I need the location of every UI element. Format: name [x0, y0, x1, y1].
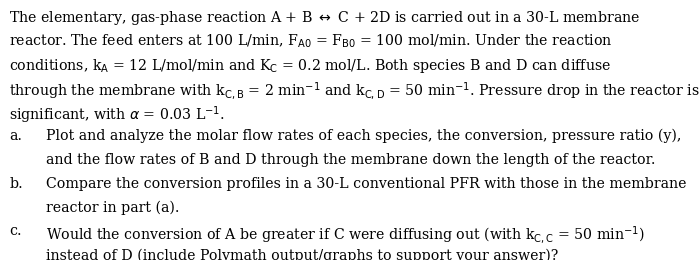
Text: conditions, k$_{\mathrm{A}}$ = 12 L/mol/min and K$_{\mathrm{C}}$ = 0.2 mol/L. Bo: conditions, k$_{\mathrm{A}}$ = 12 L/mol/…	[9, 57, 611, 75]
Text: instead of D (include Polymath output/graphs to support your answer)?: instead of D (include Polymath output/gr…	[46, 248, 558, 260]
Text: Compare the conversion profiles in a 30-L conventional PFR with those in the mem: Compare the conversion profiles in a 30-…	[46, 177, 686, 191]
Text: through the membrane with k$_{\mathrm{C,B}}$ = 2 min$^{-1}$ and k$_{\mathrm{C,D}: through the membrane with k$_{\mathrm{C,…	[9, 81, 700, 102]
Text: Plot and analyze the molar flow rates of each species, the conversion, pressure : Plot and analyze the molar flow rates of…	[46, 129, 681, 143]
Text: Would the conversion of A be greater if C were diffusing out (with k$_{\mathrm{C: Would the conversion of A be greater if …	[46, 224, 645, 246]
Text: a.: a.	[9, 129, 22, 143]
Text: reactor in part (a).: reactor in part (a).	[46, 200, 179, 215]
Text: b.: b.	[9, 177, 23, 191]
Text: c.: c.	[9, 224, 22, 238]
Text: and the flow rates of B and D through the membrane down the length of the reacto: and the flow rates of B and D through th…	[46, 153, 655, 167]
Text: reactor. The feed enters at 100 L/min, F$_{\mathrm{A0}}$ = F$_{\mathrm{B0}}$ = 1: reactor. The feed enters at 100 L/min, F…	[9, 33, 612, 50]
Text: significant, with $\alpha$ = 0.03 L$^{-1}$.: significant, with $\alpha$ = 0.03 L$^{-1…	[9, 105, 225, 126]
Text: The elementary, gas-phase reaction A + B $\leftrightarrow$ C + 2D is carried out: The elementary, gas-phase reaction A + B…	[9, 9, 640, 27]
